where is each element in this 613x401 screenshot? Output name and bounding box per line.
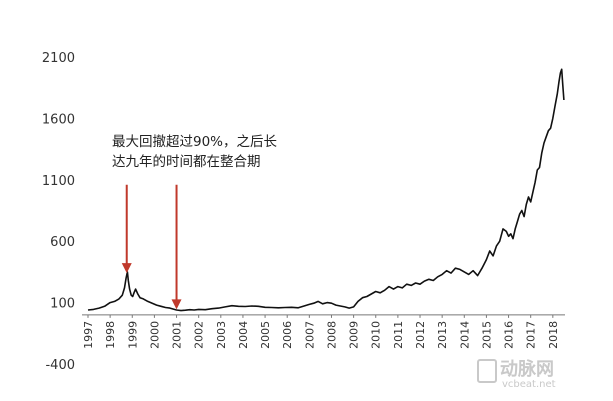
x-tick-label: 2012 bbox=[414, 321, 427, 349]
watermark-text: 动脉网 bbox=[500, 358, 554, 380]
annotation-text-line-1: 最大回撤超过90%，之后长 bbox=[112, 134, 278, 150]
x-tick-label: 1997 bbox=[82, 321, 95, 349]
x-tick-label: 2017 bbox=[525, 321, 538, 349]
y-tick-label: 2100 bbox=[42, 51, 75, 66]
x-tick-label: 2005 bbox=[259, 321, 272, 349]
x-tick-label: 2000 bbox=[148, 321, 161, 349]
y-axis: 2100 1600 1100 600 100 -400 bbox=[42, 51, 75, 373]
watermark-url: vcbeat.net bbox=[502, 379, 556, 390]
y-tick-label: 1100 bbox=[42, 174, 75, 189]
x-tick-label: 2004 bbox=[237, 321, 250, 349]
x-tick-label: 2003 bbox=[215, 321, 228, 349]
x-tick-label: 2016 bbox=[503, 321, 516, 349]
x-tick-label: 2009 bbox=[348, 321, 361, 349]
x-tick-label: 2011 bbox=[392, 321, 405, 349]
y-tick-label: 100 bbox=[50, 297, 75, 312]
x-tick-label: 2001 bbox=[171, 321, 184, 349]
x-tick-label: 2013 bbox=[436, 321, 449, 349]
x-tick-label: 1999 bbox=[126, 321, 139, 349]
x-axis: 1997 1998 1999 2000 2001 2002 2003 2004 2005 2006… bbox=[82, 314, 565, 349]
watermark: 动脉网 vcbeat.net bbox=[477, 358, 556, 390]
x-tick-label: 2015 bbox=[480, 321, 493, 349]
x-tick-label: 2007 bbox=[303, 321, 316, 349]
x-tick-label: 2006 bbox=[281, 321, 294, 349]
annotation-arrowhead-2 bbox=[171, 299, 182, 310]
series-layer bbox=[87, 68, 565, 312]
annotation: 最大回撤超过90%，之后长 达九年的时间都在整合期 bbox=[112, 134, 278, 310]
annotation-text-line-2: 达九年的时间都在整合期 bbox=[112, 154, 261, 170]
series-line-1 bbox=[87, 68, 565, 312]
y-tick-label: 600 bbox=[50, 235, 75, 250]
x-tick-label: 2008 bbox=[325, 321, 338, 349]
y-tick-label: -400 bbox=[45, 358, 75, 373]
watermark-logo-icon bbox=[477, 359, 497, 383]
x-tick-label: 1998 bbox=[104, 321, 117, 349]
annotation-arrowhead-1 bbox=[121, 263, 132, 274]
y-tick-label: 1600 bbox=[42, 112, 75, 127]
x-tick-label: 2002 bbox=[193, 321, 206, 349]
x-tick-label: 2014 bbox=[458, 321, 471, 349]
x-tick-label: 2010 bbox=[370, 321, 383, 349]
x-tick-label: 2018 bbox=[547, 321, 560, 349]
